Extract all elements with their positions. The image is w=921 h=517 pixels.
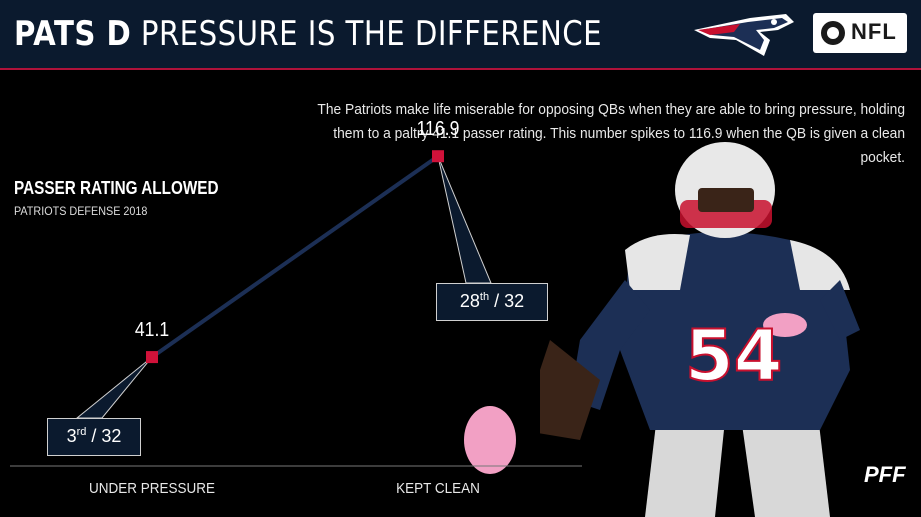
- title-bold: PATS D: [14, 14, 132, 54]
- chart-title: PASSER RATING ALLOWED: [14, 178, 219, 198]
- rank-suffix: rd: [76, 426, 87, 438]
- rank-box: 3rd / 32: [47, 418, 141, 456]
- rank-number: 28: [459, 291, 480, 311]
- pff-logo: PFF: [864, 462, 906, 487]
- series-line: [150, 154, 440, 359]
- patriots-logo-icon: [694, 14, 794, 56]
- data-point-marker: [432, 150, 444, 163]
- nfl-wordmark: NFL: [851, 19, 897, 44]
- value-label: 41.1: [134, 319, 170, 342]
- rank-number: 3: [66, 426, 77, 446]
- x-tick-label: KEPT CLEAN: [396, 480, 480, 497]
- player-photo: 54: [540, 142, 860, 517]
- rank-callout-pointer: [75, 356, 153, 419]
- header-bar: PATS D PRESSURE IS THE DIFFERENCE NFL: [0, 0, 921, 70]
- cbs-eye-icon: [821, 21, 845, 45]
- value-label: 116.9: [416, 118, 460, 141]
- cbs-nfl-logo: NFL: [813, 13, 907, 53]
- rank-total: / 32: [86, 426, 122, 446]
- chart-subtitle: PATRIOTS DEFENSE 2018: [14, 204, 148, 218]
- x-tick-label: UNDER PRESSURE: [88, 480, 216, 497]
- rank-suffix: th: [479, 291, 490, 303]
- chart-marks: [75, 150, 492, 419]
- description-text: The Patriots make life miserable for opp…: [317, 101, 905, 166]
- rank-total: / 32: [489, 291, 525, 311]
- data-point-marker: [146, 351, 158, 364]
- page-title: PATS D PRESSURE IS THE DIFFERENCE: [14, 12, 602, 56]
- svg-text:54: 54: [685, 315, 782, 397]
- rank-box: 28th / 32: [436, 283, 548, 321]
- rank-callout-pointer: [437, 156, 492, 284]
- title-rest: PRESSURE IS THE DIFFERENCE: [140, 14, 602, 54]
- glove-icon: [464, 406, 516, 474]
